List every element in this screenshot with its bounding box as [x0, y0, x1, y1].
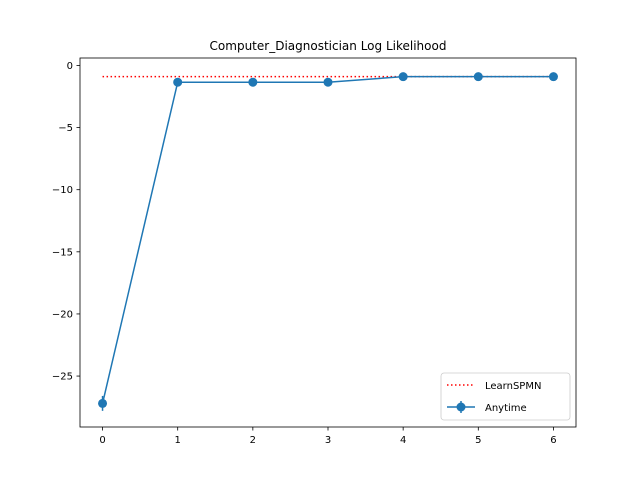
- x-axis: 0 1 2 3 4 5 6: [99, 427, 557, 446]
- legend-marker-anytime: [456, 402, 466, 412]
- legend-box: [440, 372, 571, 421]
- chart-title: Computer_Diagnostician Log Likelihood: [210, 39, 447, 53]
- x-tick-label: 2: [250, 435, 256, 446]
- y-tick-label: −15: [52, 247, 73, 258]
- x-tick-label: 5: [475, 435, 481, 446]
- x-tick-label: 6: [550, 435, 556, 446]
- y-tick-label: −10: [52, 185, 73, 196]
- legend-label-learnspmn: LearnSPMN: [485, 381, 541, 392]
- anytime-point: [248, 77, 258, 87]
- anytime-point: [398, 72, 408, 82]
- anytime-point: [548, 72, 558, 82]
- y-tick-label: −25: [52, 372, 73, 383]
- anytime-point: [98, 398, 108, 408]
- x-tick-label: 3: [325, 435, 331, 446]
- y-tick-label: −20: [52, 309, 73, 320]
- plot-marks: [98, 72, 558, 411]
- legend-label-anytime: Anytime: [485, 403, 527, 414]
- y-axis: 0 −5 −10 −15 −20 −25: [52, 61, 80, 383]
- anytime-point: [473, 72, 483, 82]
- legend: LearnSPMN Anytime: [440, 372, 571, 421]
- x-tick-label: 1: [175, 435, 181, 446]
- x-tick-label: 4: [400, 435, 406, 446]
- y-tick-label: −5: [58, 123, 73, 134]
- anytime-point: [173, 77, 183, 87]
- y-tick-label: 0: [67, 61, 73, 72]
- x-tick-label: 0: [99, 435, 105, 446]
- anytime-point: [323, 77, 333, 87]
